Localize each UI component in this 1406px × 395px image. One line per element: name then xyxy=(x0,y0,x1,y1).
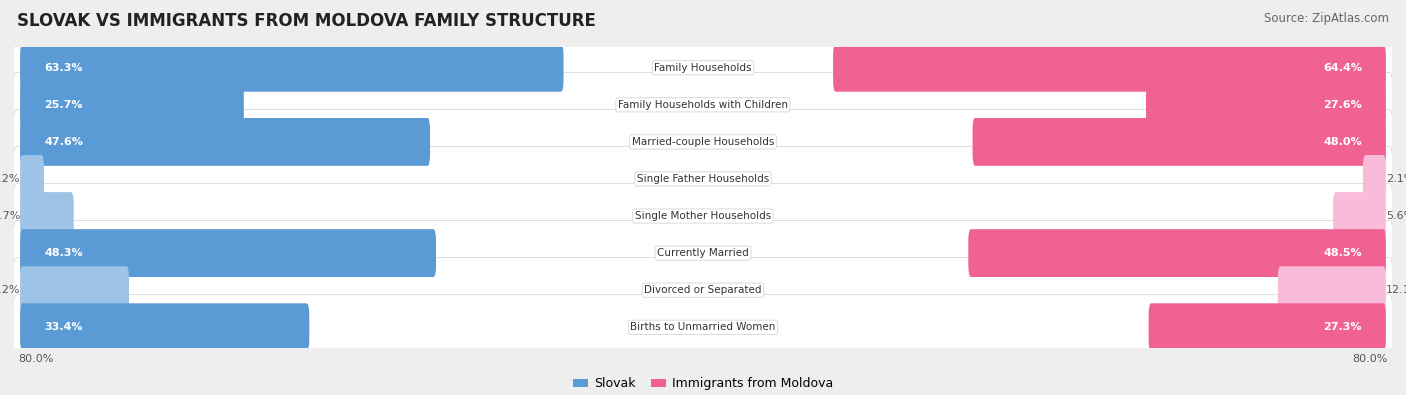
Legend: Slovak, Immigrants from Moldova: Slovak, Immigrants from Moldova xyxy=(568,372,838,395)
FancyBboxPatch shape xyxy=(13,258,1393,323)
FancyBboxPatch shape xyxy=(1149,303,1386,351)
FancyBboxPatch shape xyxy=(13,72,1393,137)
Text: Married-couple Households: Married-couple Households xyxy=(631,137,775,147)
Text: 63.3%: 63.3% xyxy=(44,63,83,73)
Text: 2.2%: 2.2% xyxy=(0,174,20,184)
Text: 48.0%: 48.0% xyxy=(1323,137,1362,147)
FancyBboxPatch shape xyxy=(20,81,243,129)
FancyBboxPatch shape xyxy=(20,118,430,166)
FancyBboxPatch shape xyxy=(1362,155,1386,203)
FancyBboxPatch shape xyxy=(834,44,1386,92)
FancyBboxPatch shape xyxy=(13,184,1393,248)
Text: 48.3%: 48.3% xyxy=(44,248,83,258)
FancyBboxPatch shape xyxy=(973,118,1386,166)
Text: 12.2%: 12.2% xyxy=(0,285,20,295)
Text: 12.1%: 12.1% xyxy=(1386,285,1406,295)
Text: 80.0%: 80.0% xyxy=(18,354,53,364)
FancyBboxPatch shape xyxy=(13,109,1393,175)
FancyBboxPatch shape xyxy=(20,303,309,351)
FancyBboxPatch shape xyxy=(1333,192,1386,240)
Text: 5.6%: 5.6% xyxy=(1386,211,1406,221)
Text: 33.4%: 33.4% xyxy=(44,322,83,332)
Text: 48.5%: 48.5% xyxy=(1323,248,1362,258)
Text: Source: ZipAtlas.com: Source: ZipAtlas.com xyxy=(1264,12,1389,25)
Text: 27.6%: 27.6% xyxy=(1323,100,1362,110)
FancyBboxPatch shape xyxy=(13,295,1393,360)
FancyBboxPatch shape xyxy=(20,44,564,92)
Text: 5.7%: 5.7% xyxy=(0,211,20,221)
Text: 64.4%: 64.4% xyxy=(1323,63,1362,73)
Text: SLOVAK VS IMMIGRANTS FROM MOLDOVA FAMILY STRUCTURE: SLOVAK VS IMMIGRANTS FROM MOLDOVA FAMILY… xyxy=(17,12,596,30)
Text: 80.0%: 80.0% xyxy=(1353,354,1388,364)
Text: 2.1%: 2.1% xyxy=(1386,174,1406,184)
Text: Single Mother Households: Single Mother Households xyxy=(636,211,770,221)
Text: Family Households with Children: Family Households with Children xyxy=(619,100,787,110)
Text: 27.3%: 27.3% xyxy=(1323,322,1362,332)
FancyBboxPatch shape xyxy=(1278,266,1386,314)
Text: Divorced or Separated: Divorced or Separated xyxy=(644,285,762,295)
Text: 47.6%: 47.6% xyxy=(44,137,83,147)
Text: Family Households: Family Households xyxy=(654,63,752,73)
FancyBboxPatch shape xyxy=(1146,81,1386,129)
FancyBboxPatch shape xyxy=(20,155,44,203)
Text: Births to Unmarried Women: Births to Unmarried Women xyxy=(630,322,776,332)
FancyBboxPatch shape xyxy=(20,229,436,277)
FancyBboxPatch shape xyxy=(13,220,1393,286)
FancyBboxPatch shape xyxy=(969,229,1386,277)
FancyBboxPatch shape xyxy=(20,266,129,314)
FancyBboxPatch shape xyxy=(13,35,1393,100)
Text: Currently Married: Currently Married xyxy=(657,248,749,258)
FancyBboxPatch shape xyxy=(13,147,1393,211)
FancyBboxPatch shape xyxy=(20,192,73,240)
Text: 25.7%: 25.7% xyxy=(44,100,83,110)
Text: Single Father Households: Single Father Households xyxy=(637,174,769,184)
